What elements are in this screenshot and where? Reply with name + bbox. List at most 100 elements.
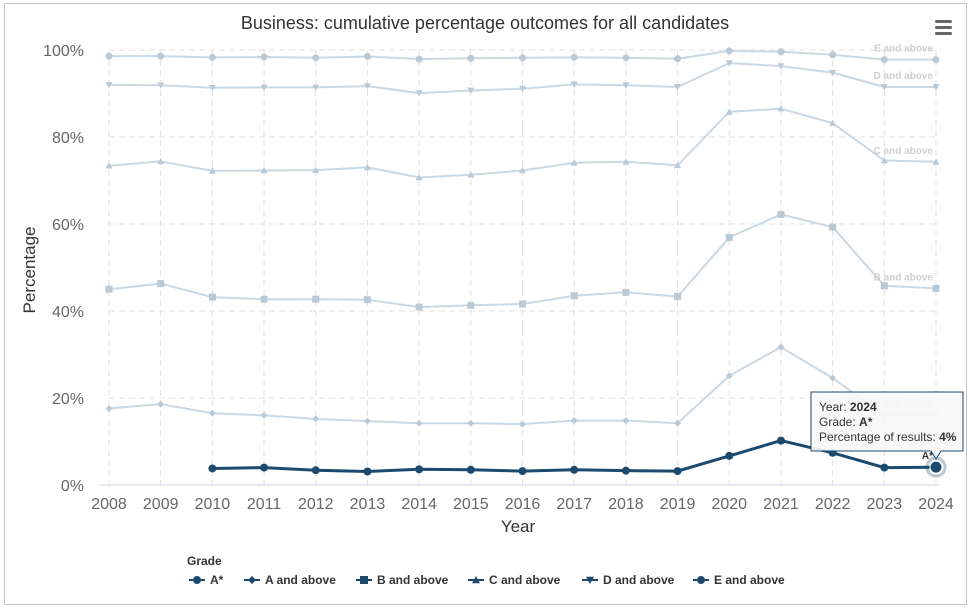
data-point	[260, 53, 268, 61]
data-point	[880, 156, 888, 164]
x-tick-label: 2021	[763, 496, 799, 513]
data-point	[466, 465, 475, 474]
data-point	[415, 173, 423, 181]
y-tick-label: 20%	[52, 391, 84, 408]
data-point	[105, 404, 113, 412]
x-tick-label: 2016	[505, 496, 541, 513]
x-tick-label: 2013	[350, 496, 386, 513]
data-point	[260, 463, 269, 472]
data-point	[467, 87, 475, 94]
data-point	[622, 288, 630, 296]
data-point	[208, 409, 216, 417]
data-point	[674, 55, 682, 63]
series-d-and-above[interactable]	[105, 60, 940, 97]
data-point	[725, 47, 733, 55]
series-b-and-above[interactable]	[105, 210, 940, 311]
x-tick-label: 2008	[91, 496, 127, 513]
legend-symbol	[586, 576, 594, 584]
series-c-and-above[interactable]	[105, 105, 940, 181]
data-point	[829, 119, 837, 126]
data-point	[105, 162, 113, 169]
data-point	[777, 48, 785, 56]
data-point	[880, 84, 888, 91]
data-point	[932, 158, 940, 165]
legend-item[interactable]: E and above	[693, 573, 785, 587]
chart-svg: Business: cumulative percentage outcomes…	[20, 13, 964, 587]
data-point	[208, 293, 216, 301]
data-point	[208, 85, 216, 92]
legend-item[interactable]: A and above	[244, 573, 336, 587]
end-label: B and above	[874, 272, 934, 283]
data-point	[208, 167, 216, 174]
data-point	[105, 52, 113, 60]
data-point	[519, 300, 526, 308]
data-point	[518, 467, 527, 476]
data-point	[467, 301, 475, 309]
data-point	[570, 292, 578, 300]
data-point	[725, 108, 733, 115]
end-label-highlighted: A*	[922, 451, 933, 462]
series-a-and-above[interactable]	[105, 343, 940, 428]
tooltip-key: Grade:	[819, 415, 859, 429]
data-point	[777, 343, 785, 351]
tooltip-row: Grade: A*	[819, 415, 873, 429]
data-point	[674, 419, 682, 427]
data-point	[415, 419, 423, 427]
series	[105, 47, 947, 478]
y-axis-title: Percentage	[20, 227, 39, 314]
data-point	[415, 55, 423, 63]
y-tick-label: 40%	[52, 304, 84, 321]
data-point	[674, 293, 682, 301]
data-point	[880, 463, 889, 472]
data-point	[519, 420, 526, 428]
data-point	[829, 374, 837, 382]
data-point	[829, 69, 837, 77]
x-tick-label: 2018	[608, 496, 644, 513]
data-point	[157, 52, 165, 60]
x-tick-label: 2020	[711, 496, 747, 513]
data-point	[363, 163, 371, 171]
legend-label: B and above	[377, 573, 449, 587]
legend-item[interactable]: A*	[189, 573, 224, 587]
data-point	[105, 82, 113, 89]
data-point	[880, 56, 888, 64]
tooltip-value: A*	[859, 415, 873, 429]
x-tick-label: 2017	[556, 496, 592, 513]
legend-item[interactable]: C and above	[468, 573, 561, 587]
data-point	[519, 166, 526, 174]
data-point	[415, 303, 423, 311]
series-e-and-above[interactable]	[105, 47, 940, 64]
x-tick-label: 2014	[401, 496, 437, 513]
data-point	[725, 233, 733, 241]
end-label: D and above	[874, 71, 934, 82]
legend-label: A and above	[265, 573, 336, 587]
data-point	[777, 63, 785, 70]
data-point	[260, 166, 268, 174]
data-point	[415, 465, 424, 474]
tooltip-key: Percentage of results:	[819, 430, 939, 444]
legend-label: C and above	[489, 573, 561, 587]
data-point	[673, 467, 682, 476]
hamburger-menu-icon[interactable]	[935, 20, 952, 35]
data-point	[467, 54, 475, 62]
legend-item[interactable]: B and above	[356, 573, 449, 587]
tooltip-key: Year:	[819, 400, 850, 414]
hovered-point[interactable]	[929, 460, 943, 474]
x-tick-label: 2012	[298, 496, 334, 513]
data-point	[622, 158, 630, 165]
legend-item[interactable]: D and above	[582, 573, 675, 587]
data-point	[105, 285, 113, 293]
data-point	[467, 171, 475, 178]
legend-symbol	[193, 576, 201, 584]
data-point	[725, 372, 733, 380]
data-point	[777, 210, 785, 218]
end-label: C and above	[874, 146, 934, 157]
legend-symbol	[360, 576, 368, 584]
data-point	[880, 282, 888, 290]
legend-symbol	[697, 576, 705, 584]
chart-container: Business: cumulative percentage outcomes…	[4, 3, 967, 605]
data-point	[622, 54, 630, 62]
data-point	[363, 83, 371, 90]
